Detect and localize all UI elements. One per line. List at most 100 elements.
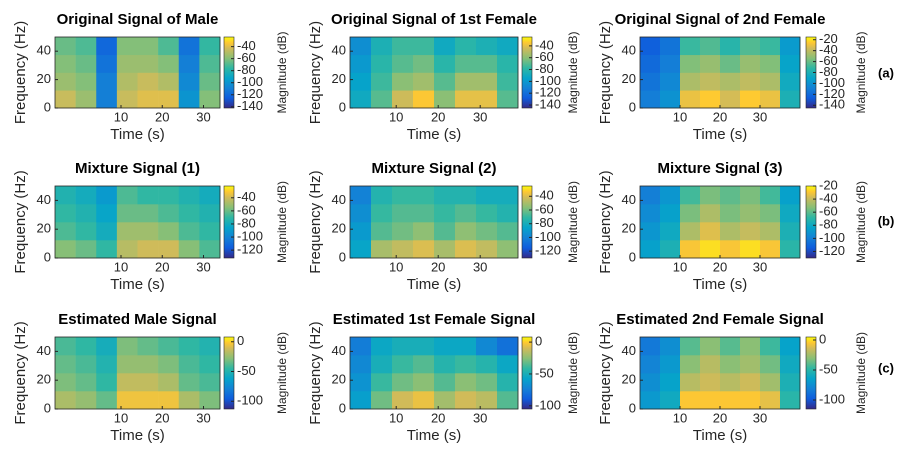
- colorbar-tick-label: -20: [819, 177, 838, 192]
- colorbar-tick-label: -50: [237, 363, 256, 378]
- heatmap-cell: [116, 186, 138, 205]
- heatmap-cell: [371, 186, 393, 205]
- y-tick-label: 20: [332, 71, 346, 86]
- heatmap-cell: [434, 240, 456, 259]
- heatmap-cell: [760, 90, 781, 109]
- x-tick-label: 10: [673, 259, 687, 274]
- heatmap-cell: [158, 222, 180, 241]
- colorbar: [223, 36, 235, 109]
- y-axis-label: Frequency (Hz): [307, 321, 324, 424]
- heatmap-cell: [660, 240, 681, 259]
- y-tick-label: 40: [332, 343, 346, 358]
- chart-title: Original Signal of 2nd Female: [615, 11, 826, 28]
- heatmap-cell: [680, 355, 701, 374]
- heatmap-cell: [178, 240, 200, 259]
- x-tick-label: 30: [753, 410, 767, 425]
- x-axis-label: Time (s): [693, 276, 747, 293]
- heatmap-cell: [434, 222, 456, 241]
- heatmap-cell: [700, 72, 721, 91]
- heatmap-cell: [96, 37, 118, 56]
- heatmap-cell: [455, 355, 477, 374]
- heatmap-cell: [660, 72, 681, 91]
- heatmap-cell: [158, 373, 180, 392]
- heatmap-cell: [75, 337, 97, 356]
- heatmap-cell: [392, 37, 414, 56]
- y-tick-label: 40: [37, 343, 51, 358]
- colorbar-tick-label: -140: [819, 97, 845, 112]
- heatmap-cell: [75, 355, 97, 374]
- colorbar-tick-label: -100: [237, 74, 263, 89]
- heatmap-cell: [497, 54, 519, 73]
- heatmap-cell: [199, 186, 221, 205]
- heatmap-cell: [371, 222, 393, 241]
- colorbar-tick-label: 0: [535, 334, 542, 349]
- heatmap-cell: [497, 337, 519, 356]
- x-tick-label: 10: [389, 410, 403, 425]
- chart-title: Mixture Signal (3): [657, 160, 782, 177]
- colorbar-tick-label: -60: [237, 50, 256, 65]
- heatmap-cell: [392, 337, 414, 356]
- heatmap-cell: [371, 37, 393, 56]
- heatmap-cell: [55, 240, 76, 259]
- heatmap-cell: [350, 355, 372, 374]
- heatmap-cell: [640, 373, 661, 392]
- y-tick-label: 0: [44, 249, 51, 264]
- heatmap-cell: [660, 222, 681, 241]
- x-tick-label: 30: [473, 259, 487, 274]
- heatmap-cell: [137, 72, 159, 91]
- heatmap-cell: [392, 72, 414, 91]
- heatmap-cell: [116, 222, 138, 241]
- heatmap-cell: [350, 90, 372, 109]
- colorbar-tick-label: -120: [237, 86, 263, 101]
- heatmap-cell: [720, 373, 741, 392]
- heatmap-cell: [455, 204, 477, 223]
- y-tick-label: 20: [37, 372, 51, 387]
- heatmap-cell: [760, 240, 781, 259]
- y-tick-label: 0: [629, 249, 636, 264]
- heatmap-cell: [116, 337, 138, 356]
- heatmap-cell: [350, 391, 372, 410]
- heatmap-cell: [55, 37, 76, 56]
- y-tick-label: 0: [629, 99, 636, 114]
- heatmap-cell: [55, 222, 76, 241]
- colorbar-tick-label: -50: [819, 361, 838, 376]
- heatmap-cell: [740, 204, 761, 223]
- heatmap-cell: [780, 391, 801, 410]
- colorbar-tick-label: -100: [819, 230, 845, 245]
- heatmap-cell: [760, 54, 781, 73]
- heatmap-cell: [455, 72, 477, 91]
- y-tick-label: 0: [339, 400, 346, 415]
- heatmap-cell: [371, 90, 393, 109]
- heatmap-cell: [178, 391, 200, 410]
- colorbar-tick-label: 0: [237, 333, 244, 348]
- heatmap-cell: [371, 391, 393, 410]
- heatmap-cell: [720, 204, 741, 223]
- x-axis-label: Time (s): [407, 126, 461, 143]
- heatmap-cell: [371, 72, 393, 91]
- heatmap-cell: [760, 391, 781, 410]
- heatmap-cell: [55, 72, 76, 91]
- colorbar-tick-label: -40: [819, 42, 838, 57]
- x-tick-label: 20: [713, 259, 727, 274]
- colorbar-tick-label: -100: [535, 229, 561, 244]
- heatmap-cell: [75, 90, 97, 109]
- heatmap-cell: [116, 373, 138, 392]
- colorbar-label: Magnitude (dB): [854, 332, 868, 414]
- heatmap-cell: [476, 222, 498, 241]
- heatmap-cell: [178, 355, 200, 374]
- heatmap-cell: [116, 37, 138, 56]
- heatmap-cell: [660, 373, 681, 392]
- x-axis-label: Time (s): [110, 427, 164, 444]
- y-axis-label: Frequency (Hz): [307, 21, 324, 124]
- colorbar: [805, 185, 817, 259]
- heatmap-cell: [720, 337, 741, 356]
- heatmap-cell: [740, 54, 761, 73]
- heatmap-cell: [780, 37, 801, 56]
- heatmap-cell: [116, 204, 138, 223]
- heatmap-cell: [497, 355, 519, 374]
- colorbar: [805, 336, 817, 410]
- heatmap-cell: [780, 222, 801, 241]
- heatmap-cell: [660, 355, 681, 374]
- heatmap-cell: [392, 391, 414, 410]
- heatmap-cell: [780, 90, 801, 109]
